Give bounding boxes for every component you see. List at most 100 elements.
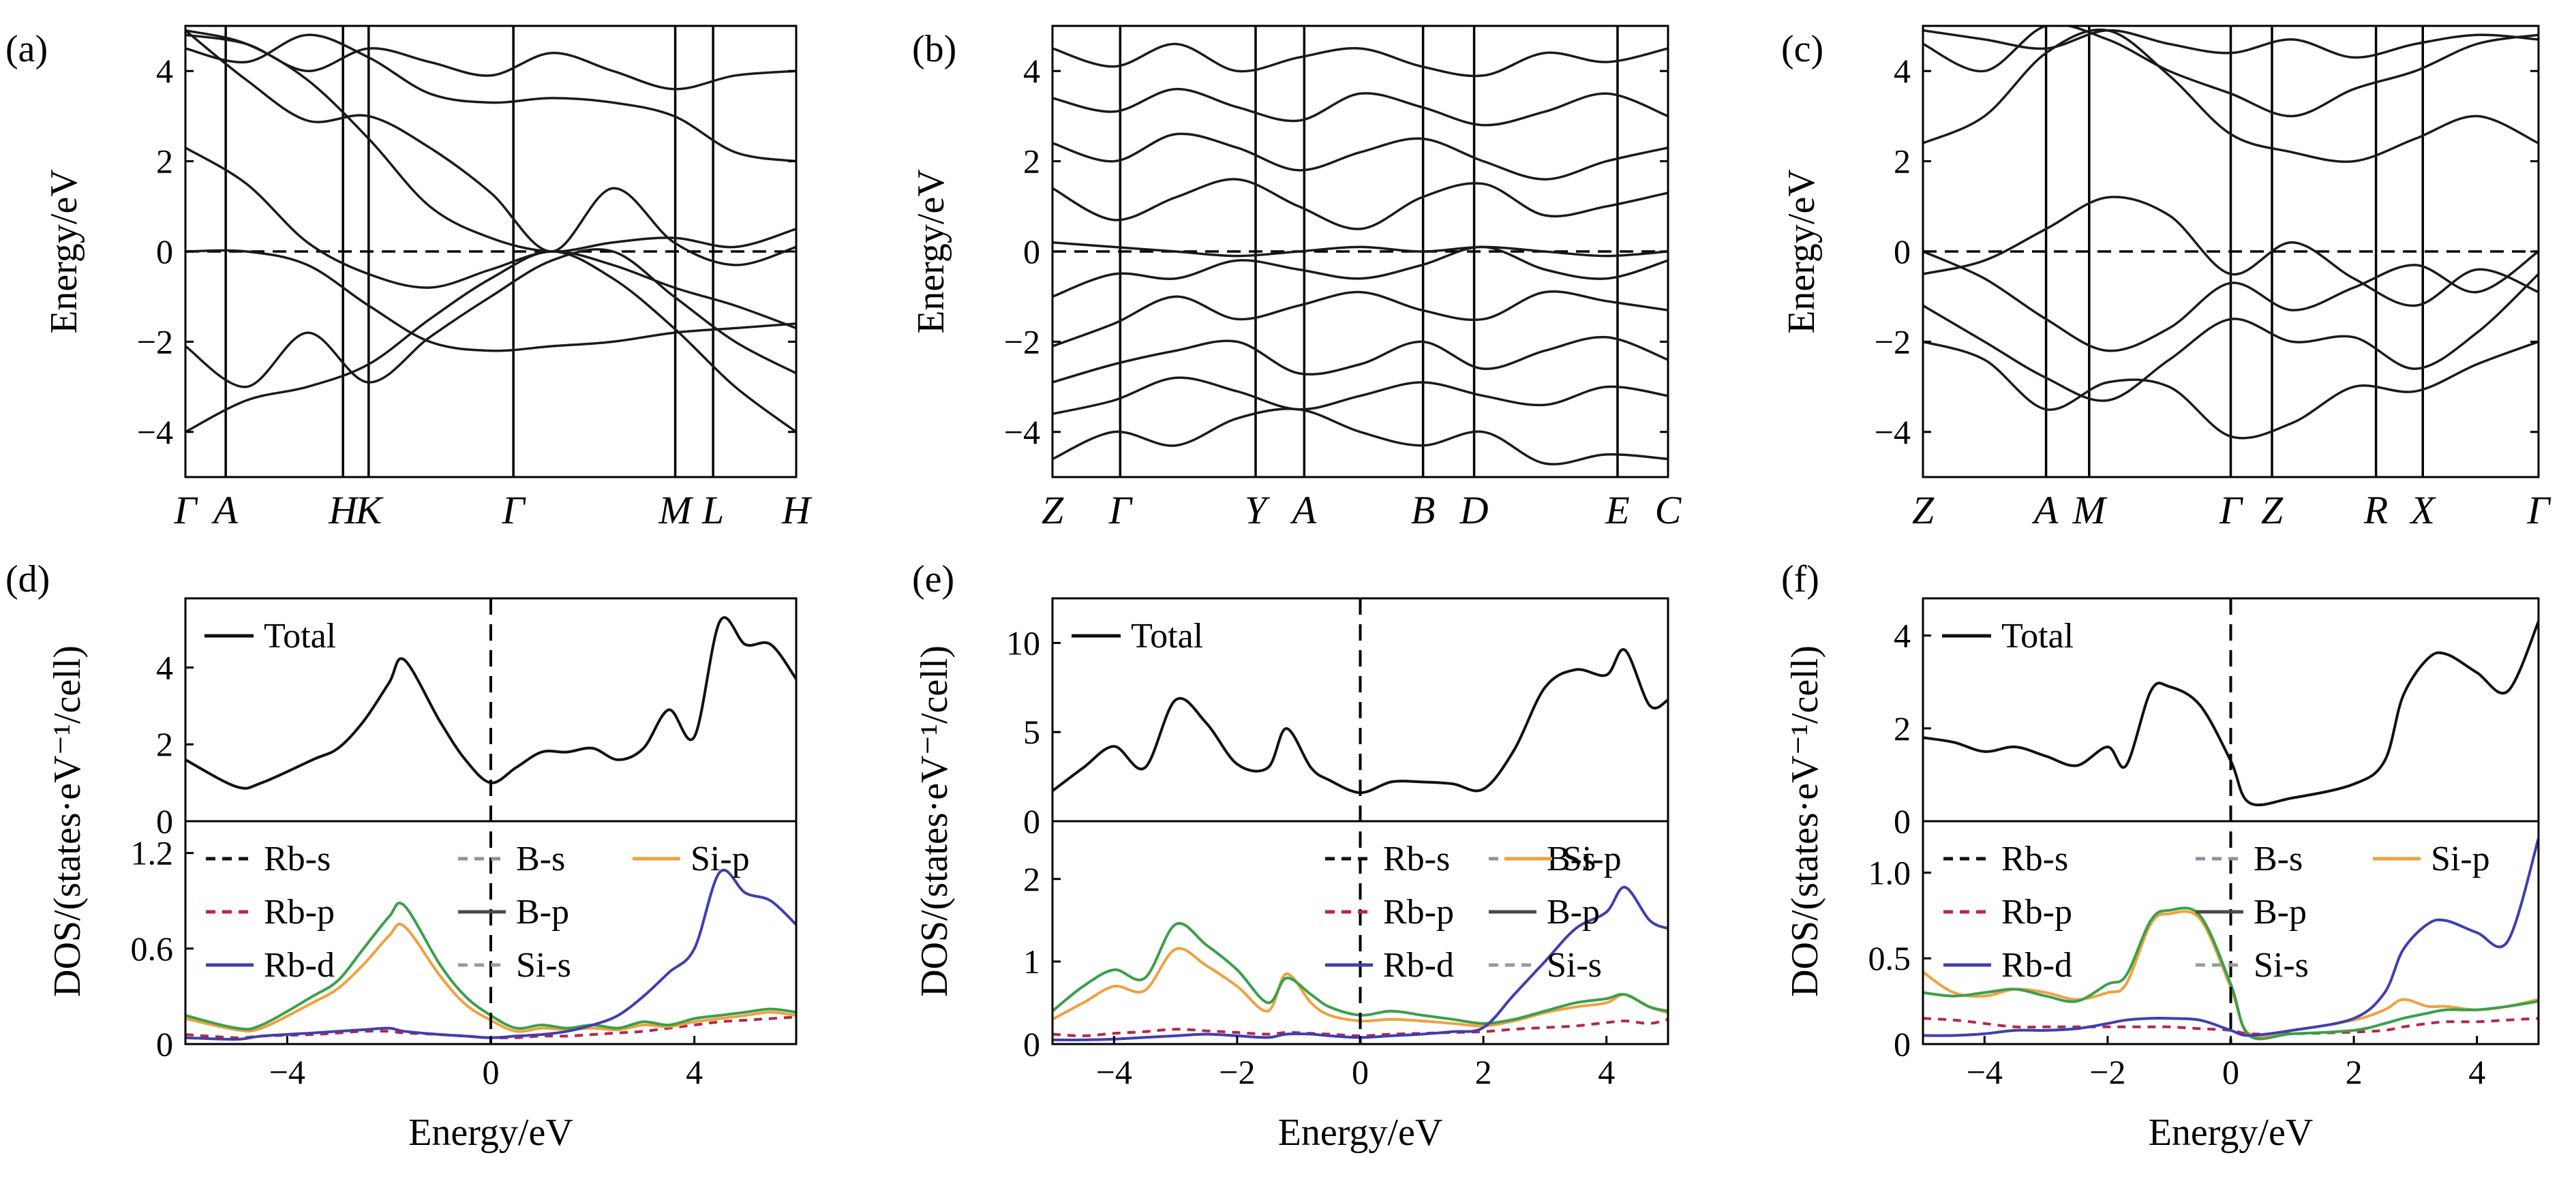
legend-label: B-s (2254, 840, 2303, 878)
kpoint-label: Γ (1108, 488, 1133, 532)
legend-label: Si-s (2254, 946, 2309, 985)
y-axis-label: DOS/(states·eV⁻¹/cell) (913, 645, 956, 997)
legend-label: B-p (2254, 893, 2307, 932)
legend-label: Rb-s (264, 840, 331, 878)
kpoint-label: Γ (174, 488, 198, 532)
x-tick-label: −4 (269, 1053, 305, 1091)
kpoint-label: M (2072, 488, 2108, 532)
legend-label: Rb-p (2001, 893, 2072, 932)
legend-label: Rb-d (264, 946, 335, 985)
bands-group (1923, 26, 2539, 440)
band-line (1052, 42, 1668, 78)
kpoint-label: Γ (2219, 488, 2243, 532)
x-tick-label: −2 (2089, 1053, 2125, 1091)
band-line (1052, 376, 1668, 416)
band-line (185, 250, 796, 433)
b-p-dos-line (1052, 921, 1668, 1025)
legend-label: Rb-d (2001, 946, 2072, 985)
y-tick-label: 0.5 (1868, 939, 1911, 977)
legend-label: Si-p (2431, 840, 2490, 878)
kpoint-label: H (328, 488, 359, 532)
legend-label: Si-p (1562, 840, 1622, 878)
si-p-dos-line (185, 922, 796, 1033)
y-tick-label: 2 (1894, 709, 1911, 748)
kpoint-label: Z (2261, 488, 2284, 532)
y-axis-label: Energy/eV (910, 169, 952, 334)
si-p-dos-line (1923, 910, 2539, 1039)
rb-d-dos-line (185, 868, 796, 1041)
y-tick-label: −2 (1004, 322, 1040, 361)
dos-curves (185, 616, 796, 1041)
kpoint-label: D (1459, 488, 1489, 532)
x-tick-label: −2 (1219, 1053, 1255, 1091)
kpoint-label: Z (1912, 488, 1935, 532)
kpoint-label: Γ (502, 488, 526, 532)
panel-letter: (f) (1781, 558, 1819, 600)
legend-label: Rb-s (1383, 840, 1450, 878)
legend-label: B-p (516, 893, 569, 932)
dos-curves (1052, 648, 1668, 1041)
dos-panel: 0 5 10 0 1 2 −4 −2 0 2 4 Energy/eV DOS/(states·eV⁻¹/… (913, 597, 1669, 1154)
kpoint-label: H (781, 488, 813, 532)
band-line (1052, 245, 1668, 298)
legend-label: Rb-s (2001, 840, 2068, 878)
legend-label: B-s (516, 840, 565, 878)
kpoint-label: Y (1245, 488, 1271, 532)
y-tick-label: 0 (1023, 1025, 1040, 1063)
x-tick-label: 2 (1475, 1053, 1492, 1091)
kpoint-label: C (1655, 488, 1682, 532)
dos-panel: 0 2 4 0 0.6 1.2 −4 0 4 Energy/eV DOS/(states·eV⁻¹/… (46, 597, 798, 1154)
band-line (185, 248, 796, 388)
legend-label: Si-s (516, 946, 571, 985)
y-tick-label: −2 (1875, 322, 1911, 361)
y-tick-label: −4 (1875, 413, 1911, 451)
band-line (185, 33, 796, 91)
y-tick-label: 0 (156, 232, 173, 271)
dos-panel: 0 2 4 0 0.5 1.0 −4 −2 0 2 4 Energy/eV DOS/(states·eV… (1784, 597, 2540, 1154)
y-tick-label: 2 (1023, 142, 1040, 181)
band-line (1052, 178, 1668, 230)
band-line (185, 29, 796, 266)
legend-label: Si-s (1547, 946, 1602, 985)
band-line (1052, 241, 1668, 258)
kpoint-label: A (2031, 488, 2059, 532)
legend: Total Rb-s Rb-p Rb-d B-s B-p Si-s Si-p (204, 617, 750, 985)
si-p-dos-line (1052, 947, 1668, 1028)
legend-label: B-s (1547, 840, 1596, 878)
panel-letter: (a) (5, 28, 48, 70)
legend-label: B-p (1547, 893, 1600, 932)
y-tick-label: 10 (1006, 624, 1040, 662)
y-tick-label: 1 (1023, 943, 1040, 981)
band-line (1052, 408, 1668, 465)
x-tick-label: 4 (2468, 1053, 2485, 1091)
kpoint-label: X (2410, 488, 2437, 532)
x-tick-label: −4 (1967, 1053, 2003, 1091)
total-dos-line (1052, 648, 1668, 795)
y-tick-label: 0 (1894, 1025, 1911, 1063)
legend-label-total: Total (2001, 617, 2074, 656)
kpoint-label: L (701, 488, 724, 532)
x-tick-label: 4 (686, 1053, 703, 1091)
y-tick-label: 4 (1023, 52, 1040, 90)
band-line (1923, 29, 2539, 59)
x-axis-label: Energy/eV (2149, 1112, 2314, 1154)
band-line (1923, 196, 2539, 307)
b-p-dos-line (1923, 906, 2539, 1041)
y-tick-label: 4 (1894, 617, 1911, 655)
x-axis-label: Energy/eV (1278, 1112, 1443, 1154)
kpoint-label: R (2363, 488, 2388, 532)
kpoint-label: A (1290, 488, 1317, 532)
rb-d-dos-line (1052, 885, 1668, 1041)
y-tick-label: 2 (156, 725, 173, 763)
band-line (1052, 87, 1668, 127)
y-tick-label: 5 (1023, 713, 1040, 751)
x-tick-label: 4 (1598, 1053, 1615, 1091)
x-tick-label: 0 (1352, 1053, 1369, 1091)
legend-label: Rb-p (264, 893, 335, 932)
y-axis-label: DOS/(states·eV⁻¹/cell) (1784, 645, 1826, 997)
band-panel: −4 −2 0 2 4 Z Γ Y A B D E C Energy/eV (910, 25, 1682, 532)
band-line (185, 249, 796, 352)
band-line (1052, 132, 1668, 181)
total-dos-line (1923, 621, 2539, 807)
